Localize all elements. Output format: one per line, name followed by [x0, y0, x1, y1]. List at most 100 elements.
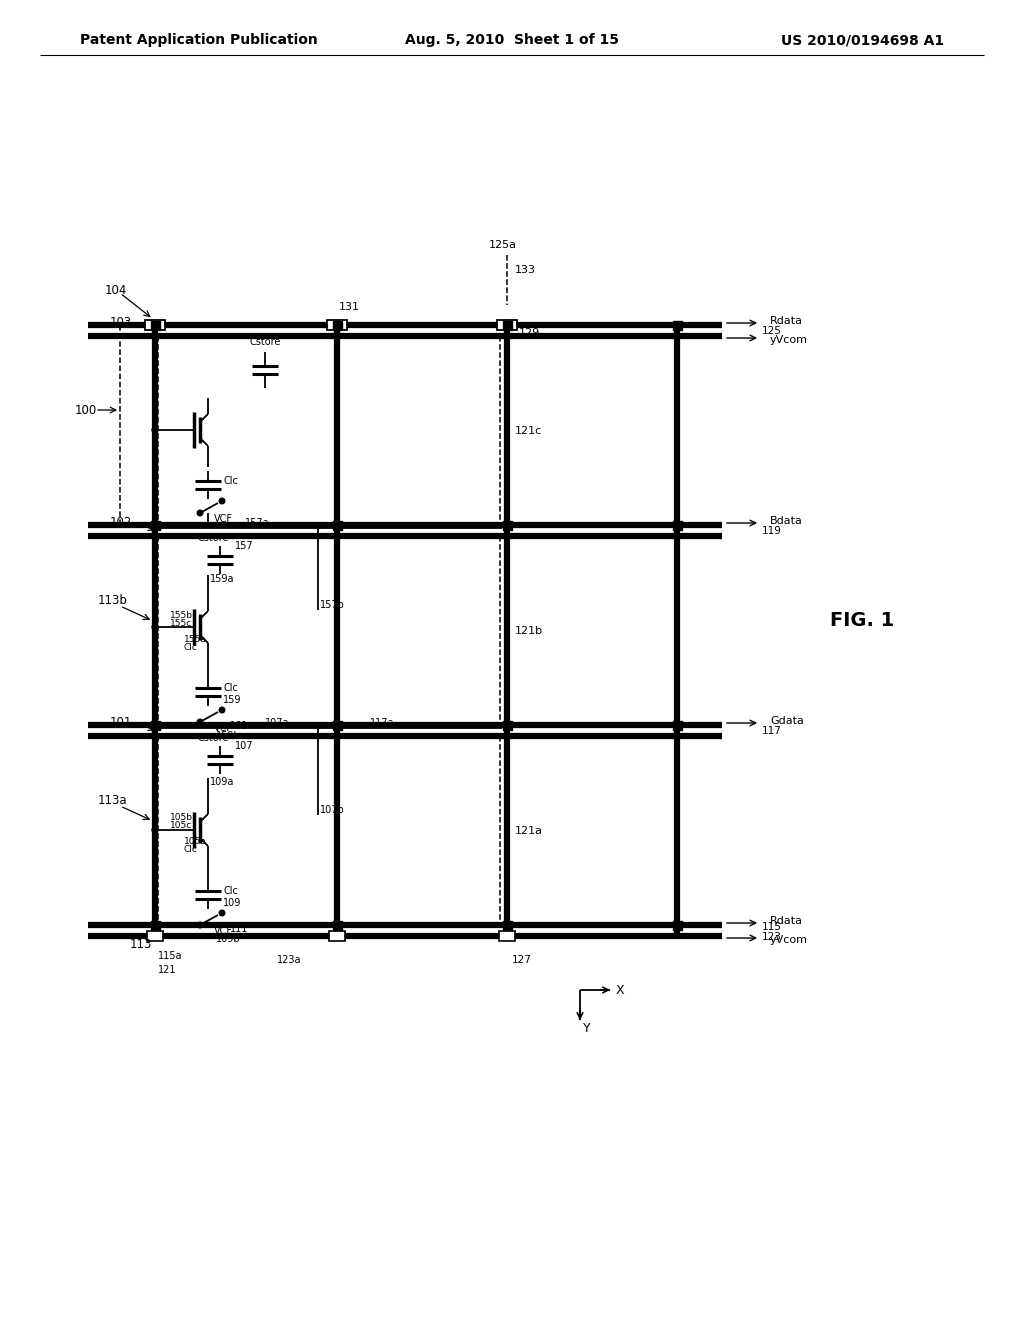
Bar [333, 520, 341, 529]
Text: 161: 161 [230, 721, 249, 731]
Bar [151, 520, 160, 529]
Bar [503, 721, 512, 730]
Text: Clc: Clc [223, 682, 238, 693]
Bar [673, 520, 682, 529]
Text: 159a: 159a [210, 574, 234, 583]
Text: 105c: 105c [170, 821, 193, 830]
Bar [147, 931, 163, 941]
Text: 113a: 113a [98, 795, 128, 808]
Bar [497, 319, 517, 330]
Text: 111: 111 [230, 924, 249, 935]
Text: yVcom: yVcom [770, 935, 808, 945]
Text: Patent Application Publication: Patent Application Publication [80, 33, 317, 48]
Text: Gdata: Gdata [770, 715, 804, 726]
Text: Y: Y [583, 1022, 591, 1035]
Text: 113: 113 [130, 939, 153, 952]
Bar [145, 319, 165, 330]
Circle shape [152, 828, 158, 833]
Circle shape [198, 719, 203, 725]
Text: Rdata: Rdata [770, 315, 803, 326]
Text: US 2010/0194698 A1: US 2010/0194698 A1 [781, 33, 944, 48]
Text: X: X [616, 983, 625, 997]
Text: 123: 123 [762, 932, 782, 942]
Text: 131: 131 [339, 302, 360, 312]
Text: 117a: 117a [370, 718, 394, 729]
Bar [503, 321, 512, 330]
Text: 123a: 123a [278, 954, 301, 965]
Text: 121a: 121a [515, 826, 543, 836]
Circle shape [198, 511, 203, 516]
Text: 159b: 159b [216, 731, 241, 741]
Bar [673, 321, 682, 330]
Text: 109b: 109b [216, 935, 241, 944]
Bar [503, 520, 512, 529]
Text: 107b: 107b [319, 805, 345, 814]
Circle shape [504, 525, 510, 531]
Circle shape [504, 725, 510, 731]
Bar [333, 721, 341, 730]
Bar [327, 319, 347, 330]
Circle shape [504, 323, 510, 329]
Text: yVcom: yVcom [770, 335, 808, 345]
Circle shape [219, 911, 225, 916]
Text: 105b: 105b [170, 813, 193, 822]
Text: 104: 104 [105, 284, 127, 297]
Bar [333, 920, 341, 929]
Text: VCF: VCF [214, 927, 233, 936]
Text: 127: 127 [512, 954, 531, 965]
Text: 109: 109 [223, 898, 242, 908]
Circle shape [219, 708, 225, 713]
Text: 117: 117 [762, 726, 782, 737]
Bar [329, 931, 345, 941]
Text: VCF: VCF [214, 513, 233, 524]
Text: 157a: 157a [245, 517, 269, 528]
Circle shape [219, 498, 225, 504]
Bar [151, 920, 160, 929]
Text: 115a: 115a [158, 950, 182, 961]
Bar [499, 931, 515, 941]
Text: Clc: Clc [223, 886, 238, 896]
Bar [151, 321, 160, 330]
Bar [151, 721, 160, 730]
Text: 119: 119 [762, 525, 782, 536]
Text: 101: 101 [110, 715, 132, 729]
Text: 100: 100 [75, 404, 97, 417]
Text: Clc: Clc [223, 477, 238, 486]
Text: 125a: 125a [489, 240, 517, 249]
Text: Aug. 5, 2010  Sheet 1 of 15: Aug. 5, 2010 Sheet 1 of 15 [406, 33, 618, 48]
Text: 125: 125 [762, 326, 782, 337]
Text: 107: 107 [234, 741, 254, 751]
Text: 102: 102 [110, 516, 132, 528]
Text: 157: 157 [234, 541, 254, 550]
Text: 121: 121 [158, 965, 176, 975]
Bar [673, 920, 682, 929]
Text: 121c: 121c [515, 426, 543, 436]
Text: Clc: Clc [184, 643, 198, 652]
Circle shape [152, 426, 158, 433]
Text: Rdata: Rdata [770, 916, 803, 927]
Text: FIG. 1: FIG. 1 [830, 610, 894, 630]
Text: 155b: 155b [170, 610, 193, 619]
Text: 133: 133 [515, 265, 536, 275]
Circle shape [198, 923, 203, 928]
Text: 115: 115 [762, 921, 782, 932]
Text: 109a: 109a [210, 777, 234, 787]
Circle shape [152, 624, 158, 630]
Text: 155a: 155a [184, 635, 207, 644]
Text: 159: 159 [223, 696, 242, 705]
Text: 121b: 121b [515, 626, 543, 636]
Text: 105a: 105a [184, 837, 207, 846]
Text: 107a: 107a [265, 718, 290, 729]
Text: Cstore: Cstore [250, 337, 282, 347]
Text: VCF: VCF [214, 723, 233, 733]
Text: 113b: 113b [98, 594, 128, 607]
Bar [673, 721, 682, 730]
Text: Cstore: Cstore [198, 533, 229, 543]
Text: Bdata: Bdata [770, 516, 803, 525]
Bar [503, 920, 512, 929]
Text: Clc: Clc [184, 846, 198, 854]
Text: 103: 103 [110, 315, 132, 329]
Text: 129: 129 [519, 327, 541, 338]
Bar [333, 321, 341, 330]
Text: 157b: 157b [319, 601, 345, 610]
